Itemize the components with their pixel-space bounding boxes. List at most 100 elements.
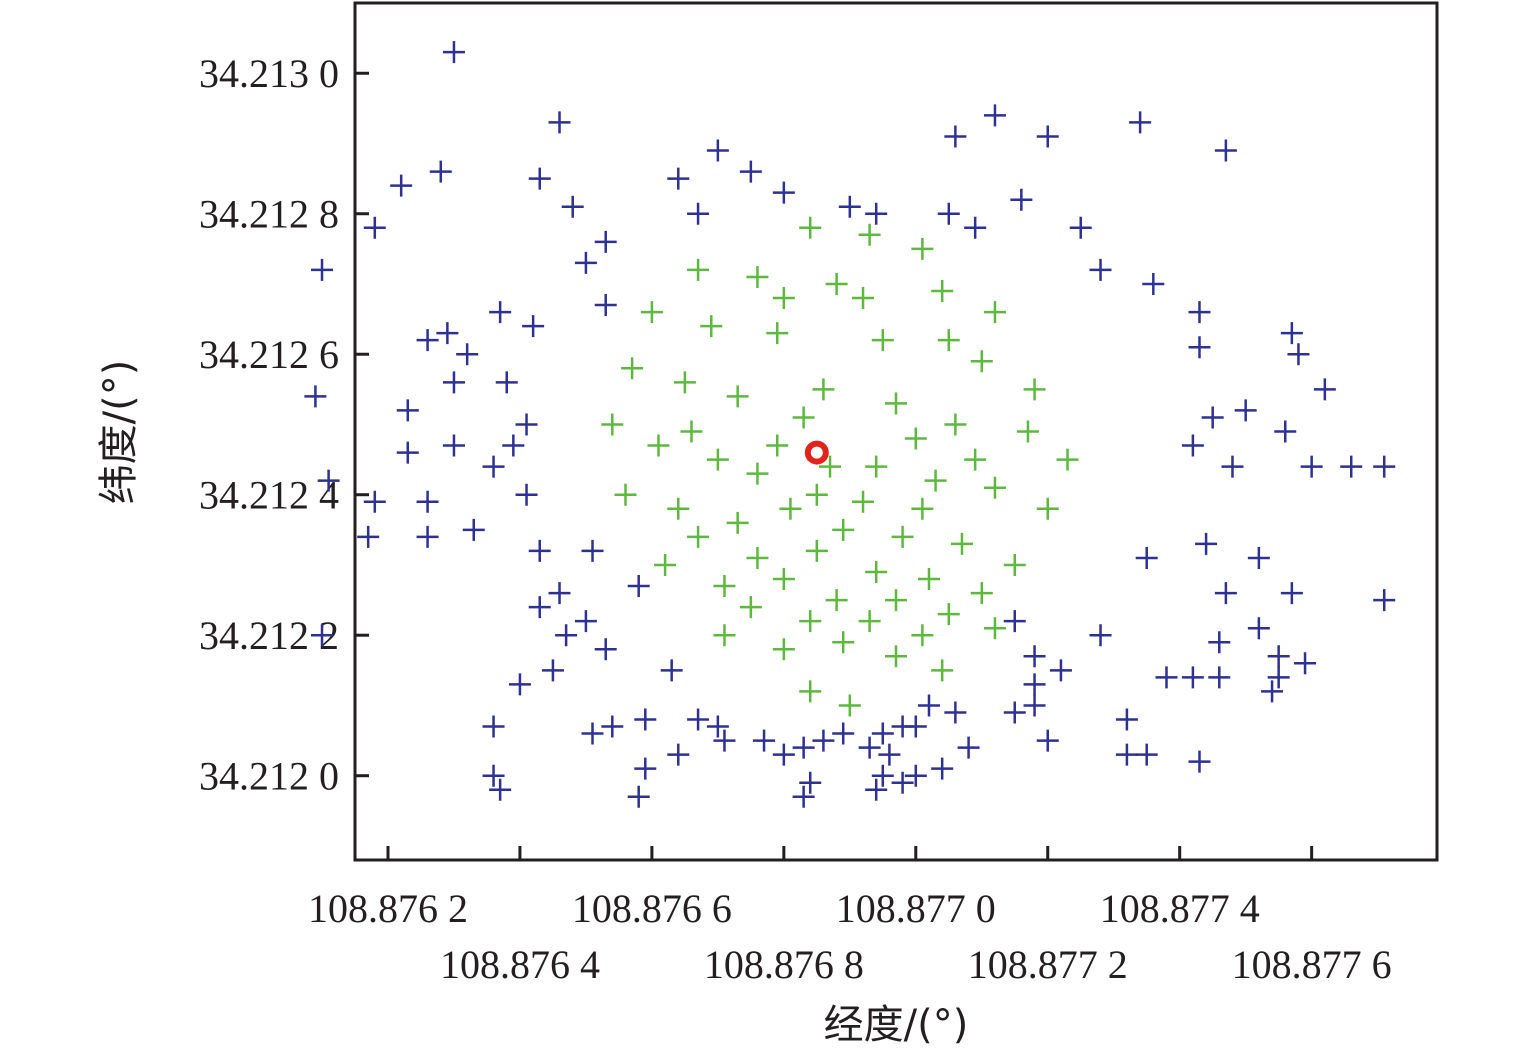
x-tick-label: 108.876 6: [572, 886, 732, 931]
y-axis: 34.212 034.212 234.212 434.212 634.212 8…: [199, 51, 369, 799]
plus-marker: [528, 596, 551, 619]
x-tick-label: 108.876 8: [704, 942, 864, 987]
plus-marker: [680, 420, 703, 443]
plus-marker: [317, 469, 340, 492]
plus-marker: [753, 729, 776, 752]
plus-marker: [772, 287, 795, 310]
plus-marker: [766, 322, 789, 345]
plus-marker: [1089, 258, 1112, 281]
plus-marker: [1214, 582, 1237, 605]
plus-marker: [574, 251, 597, 274]
plus-marker: [937, 603, 960, 626]
plus-marker: [482, 715, 505, 738]
y-axis-title: 纬度/(°): [96, 360, 142, 505]
plus-marker: [858, 223, 881, 246]
plus-marker: [885, 645, 907, 668]
plus-marker: [555, 624, 578, 647]
plus-marker: [1010, 188, 1033, 211]
plus-marker: [1036, 497, 1059, 520]
plus-marker: [634, 757, 657, 780]
plus-marker: [667, 497, 690, 520]
plus-marker: [614, 483, 637, 506]
plus-marker: [1188, 301, 1211, 324]
plus-marker: [627, 575, 650, 598]
plus-marker: [799, 216, 822, 239]
plus-marker: [931, 280, 954, 303]
plus-marker: [1214, 139, 1237, 162]
plus-marker: [1234, 399, 1257, 422]
plus-marker: [502, 434, 525, 457]
plus-marker: [1003, 553, 1026, 576]
plus-marker: [304, 385, 327, 408]
x-tick-label: 108.877 6: [1232, 942, 1392, 987]
plus-marker: [792, 406, 815, 429]
plus-marker: [838, 195, 861, 218]
plus-marker: [957, 736, 980, 759]
plus-marker: [548, 111, 571, 134]
plus-marker: [1313, 378, 1336, 401]
plus-marker: [1129, 111, 1152, 134]
plus-marker: [1036, 729, 1059, 752]
plus-marker: [416, 525, 439, 548]
plus-marker: [1188, 750, 1211, 773]
plus-marker: [442, 41, 465, 64]
data-points: [304, 41, 1396, 808]
plus-marker: [416, 490, 439, 513]
plus-marker: [904, 427, 927, 450]
plus-marker: [594, 638, 617, 661]
plus-marker: [858, 610, 881, 633]
plus-marker: [1208, 666, 1231, 689]
plus-marker: [1023, 673, 1046, 696]
plus-marker: [594, 230, 617, 253]
plus-marker: [983, 104, 1006, 127]
y-tick-label: 34.212 6: [199, 332, 339, 377]
plus-marker: [1003, 701, 1026, 724]
plus-marker: [581, 722, 604, 745]
plus-marker: [1267, 645, 1290, 668]
series-0: [304, 41, 1396, 808]
plus-marker: [825, 589, 848, 612]
plus-marker: [852, 490, 875, 513]
plus-marker: [772, 181, 795, 204]
plus-marker: [950, 532, 973, 555]
plus-marker: [726, 385, 749, 408]
plus-marker: [442, 434, 465, 457]
plus-marker: [746, 462, 769, 485]
plus-marker: [601, 413, 624, 436]
center-point: [804, 440, 829, 465]
plus-marker: [911, 497, 934, 520]
plus-marker: [1115, 743, 1138, 766]
plus-marker: [713, 575, 736, 598]
plus-marker: [687, 708, 710, 731]
plus-marker: [819, 455, 842, 478]
plus-marker: [1300, 455, 1323, 478]
plus-marker: [634, 708, 657, 731]
plus-marker: [812, 729, 835, 752]
plus-marker: [772, 568, 795, 591]
plus-marker: [1003, 610, 1026, 633]
plus-marker: [667, 743, 690, 766]
plus-marker: [944, 125, 967, 148]
plus-marker: [746, 546, 769, 569]
series-2: [804, 440, 829, 465]
plus-marker: [983, 301, 1006, 324]
plus-marker: [832, 518, 855, 541]
plus-marker: [1135, 546, 1158, 569]
plus-marker: [495, 371, 518, 394]
plus-marker: [852, 287, 875, 310]
plus-marker: [1188, 336, 1211, 359]
plus-marker: [805, 539, 828, 562]
plus-marker: [508, 673, 531, 696]
plus-marker: [700, 315, 723, 338]
plus-marker: [970, 350, 993, 373]
plus-marker: [885, 392, 907, 415]
plus-marker: [917, 568, 940, 591]
plus-marker: [640, 301, 663, 324]
plus-marker: [462, 518, 485, 541]
plus-marker: [792, 785, 815, 808]
plus-marker: [363, 490, 386, 513]
plus-marker: [687, 525, 710, 548]
plus-marker: [1155, 666, 1178, 689]
plus-marker: [522, 315, 545, 338]
plus-marker: [1023, 645, 1046, 668]
